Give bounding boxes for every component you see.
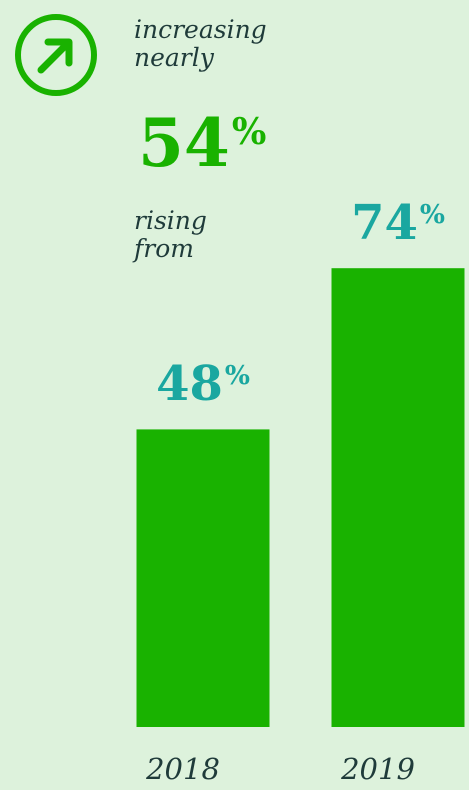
intro-line-1: increasing <box>134 15 267 44</box>
data-label-2019: 74% <box>351 199 445 247</box>
rising-text: rising from <box>134 207 207 263</box>
headline-number: 54 <box>138 104 230 182</box>
data-label-value: 48 <box>156 356 223 413</box>
bar-2018 <box>136 429 270 727</box>
rising-line-1: rising <box>134 206 207 235</box>
data-label-2018: 48% <box>156 360 250 408</box>
intro-line-2: nearly <box>134 43 214 72</box>
rising-line-2: from <box>134 234 194 263</box>
data-label-percent-sign: % <box>224 360 250 392</box>
intro-text: increasing nearly <box>134 16 267 72</box>
headline-percent-sign: % <box>231 109 267 153</box>
arrow-up-right-circle-icon <box>15 14 97 96</box>
bar-2019 <box>331 268 465 727</box>
headline-percentage: 54% <box>138 110 266 176</box>
data-label-value: 74 <box>351 195 418 252</box>
x-tick-label-2019: 2019 <box>341 752 415 786</box>
x-tick-label-2018: 2018 <box>146 752 220 786</box>
data-label-percent-sign: % <box>419 198 445 230</box>
